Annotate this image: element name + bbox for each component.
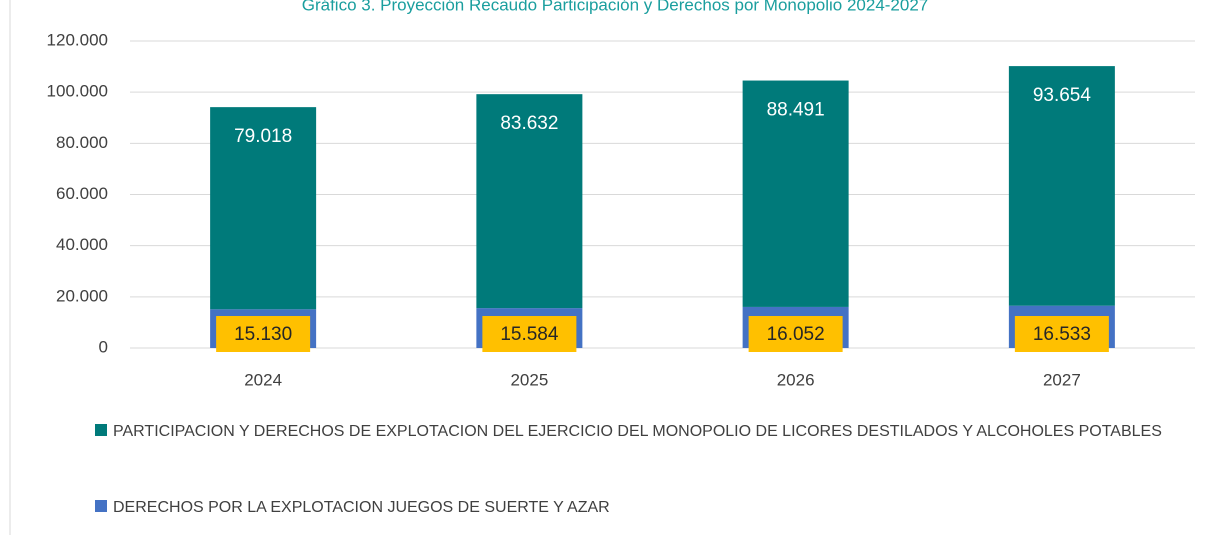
- y-tick-label: 0: [99, 337, 108, 356]
- x-tick-label: 2026: [777, 370, 815, 389]
- y-tick-label: 20.000: [56, 286, 108, 305]
- legend-label: DERECHOS POR LA EXPLOTACION JUEGOS DE SU…: [113, 499, 610, 516]
- legend-item: DERECHOS POR LA EXPLOTACION JUEGOS DE SU…: [95, 494, 1165, 522]
- data-label: 79.018: [234, 126, 292, 147]
- legend-swatch: [95, 424, 107, 436]
- data-label: 15.584: [500, 324, 559, 345]
- data-label-box: [216, 316, 311, 352]
- legend-label: PARTICIPACION Y DERECHOS DE EXPLOTACION …: [113, 423, 1162, 440]
- y-tick-label: 60.000: [56, 184, 108, 203]
- y-tick-label: 40.000: [56, 235, 108, 254]
- data-label-box: [748, 316, 843, 352]
- x-tick-label: 2024: [244, 370, 282, 389]
- chart-title: Gráfico 3. Proyección Recaudo Participac…: [302, 0, 929, 14]
- x-tick-label: 2027: [1043, 370, 1081, 389]
- bar-segment: [742, 80, 849, 307]
- bar-segment: [210, 107, 317, 310]
- legend-swatch: [95, 500, 107, 512]
- y-tick-label: 80.000: [56, 133, 108, 152]
- data-label: 88.491: [767, 100, 825, 121]
- data-label: 16.052: [767, 324, 825, 345]
- bar-segment: [476, 94, 583, 309]
- data-label: 83.632: [500, 113, 558, 134]
- legend-item: PARTICIPACION Y DERECHOS DE EXPLOTACION …: [95, 418, 1165, 446]
- bar-segment: [1008, 66, 1115, 306]
- y-tick-label: 100.000: [47, 82, 108, 101]
- y-tick-label: 120.000: [47, 30, 108, 49]
- data-label-box: [482, 316, 577, 352]
- data-label: 15.130: [234, 324, 292, 345]
- data-label: 93.654: [1033, 85, 1092, 106]
- data-label-box: [1014, 316, 1109, 352]
- x-tick-label: 2025: [510, 370, 548, 389]
- data-label: 16.533: [1033, 324, 1091, 345]
